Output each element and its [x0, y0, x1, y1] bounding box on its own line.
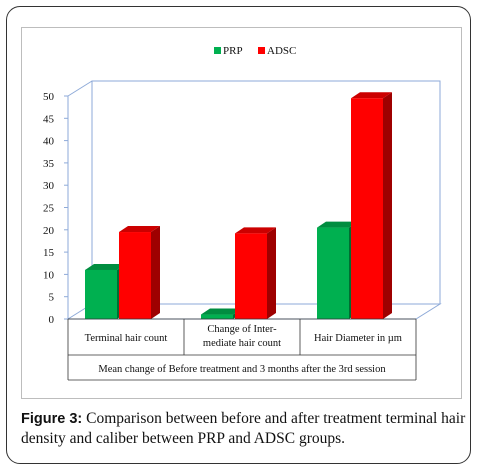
y-tick-label: 40 [43, 136, 55, 148]
y-tick-label: 15 [43, 247, 55, 259]
bar-top [119, 226, 160, 233]
x-category-label: Terminal hair count [85, 333, 168, 344]
x-category-label: Change of Inter- [207, 324, 277, 335]
y-tick-label: 35 [43, 158, 55, 170]
y-tick-label: 10 [43, 269, 55, 281]
legend-swatch-adsc [258, 47, 265, 54]
bar-side [267, 227, 276, 319]
bar-side [151, 226, 160, 319]
y-tick-label: 45 [43, 113, 55, 125]
bar-top [85, 263, 126, 270]
y-tick-label: 25 [43, 203, 55, 215]
y-tick-label: 5 [49, 292, 55, 304]
x-category-label: mediate hair count [203, 338, 281, 349]
x-category-label: Hair Diameter in µm [314, 333, 402, 344]
chart-wall-edge [67, 80, 93, 97]
y-tick-label: 0 [49, 314, 55, 326]
bar-side [383, 92, 392, 319]
bar-adsc [119, 232, 151, 319]
bar-top [235, 227, 276, 234]
y-tick-label: 30 [43, 180, 55, 192]
figure-card: 0 5 10 15 20 25 30 35 40 45 50 Terminal hair count C… [6, 6, 471, 464]
legend-label: PRP [223, 45, 243, 57]
y-tick-label: 20 [43, 225, 55, 237]
bar-adsc [351, 98, 383, 319]
figure-caption: Figure 3: Comparison between before and … [21, 409, 469, 449]
bar-prp [317, 227, 349, 319]
y-tick-label: 50 [43, 91, 55, 103]
bar-chart: 0 5 10 15 20 25 30 35 40 45 50 Terminal hair count C… [43, 45, 442, 381]
chart-area: 0 5 10 15 20 25 30 35 40 45 50 Terminal hair count C… [21, 27, 462, 399]
bar-adsc [235, 233, 267, 319]
bar-top [317, 221, 358, 228]
bar-top [201, 308, 242, 315]
bar-top [351, 92, 392, 99]
bar-prp [201, 314, 233, 319]
legend-swatch-prp [214, 47, 221, 54]
x-axis-title: Mean change of Before treatment and 3 mo… [98, 364, 386, 375]
legend-label: ADSC [267, 45, 296, 57]
caption-text: Comparison between before and after trea… [21, 410, 466, 447]
caption-label: Figure 3: [21, 411, 83, 427]
bar-prp [85, 269, 117, 319]
